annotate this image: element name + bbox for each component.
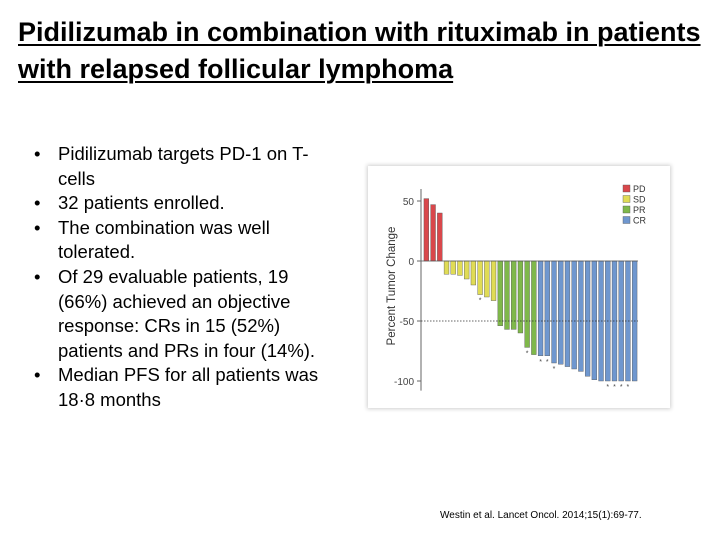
waterfall-bar xyxy=(591,260,597,381)
waterfall-bar xyxy=(531,260,537,355)
waterfall-bar xyxy=(484,260,490,298)
bullet-item: Pidilizumab targets PD-1 on T-cells xyxy=(30,142,330,191)
waterfall-bar xyxy=(443,260,450,275)
waterfall-bar xyxy=(584,260,591,377)
waterfall-bar xyxy=(457,260,463,276)
waterfall-bar xyxy=(537,260,544,357)
waterfall-bar xyxy=(437,212,443,262)
legend-swatch xyxy=(622,184,631,193)
waterfall-bar xyxy=(470,260,477,286)
legend-swatch xyxy=(622,195,631,203)
waterfall-bar xyxy=(524,260,530,348)
waterfall-bar xyxy=(517,260,524,334)
bar-annotation: * xyxy=(553,366,556,373)
waterfall-bar xyxy=(477,260,483,295)
waterfall-bar xyxy=(497,260,503,327)
waterfall-chart-figure: Percent Tumor Change 50 0 -50 -100 * * * * * * * * *… xyxy=(368,166,670,408)
waterfall-bar xyxy=(551,260,557,364)
legend-label: PD xyxy=(633,184,646,194)
waterfall-bar xyxy=(423,198,429,262)
waterfall-bar xyxy=(544,260,550,357)
legend-swatch xyxy=(622,205,631,214)
waterfall-bar xyxy=(490,260,497,301)
legend-label: SD xyxy=(633,195,646,205)
y-tick-label: 0 xyxy=(408,257,414,268)
waterfall-bar xyxy=(464,260,470,280)
waterfall-bar xyxy=(558,260,564,365)
bar-annotation: * xyxy=(606,384,609,391)
bar-annotation: * xyxy=(627,384,630,391)
waterfall-bar xyxy=(571,260,577,370)
legend-swatch xyxy=(622,216,631,224)
waterfall-bar xyxy=(578,260,584,372)
bar-annotation: * xyxy=(613,384,616,391)
bar-annotation: * xyxy=(620,384,623,391)
waterfall-chart: Percent Tumor Change 50 0 -50 -100 * * * * * * * * *… xyxy=(386,184,646,391)
legend-label: CR xyxy=(633,216,646,226)
bullet-item: 32 patients enrolled. xyxy=(30,191,330,216)
bar-annotation: * xyxy=(526,350,529,357)
bar-annotation: * xyxy=(539,359,542,366)
citation: Westin et al. Lancet Oncol. 2014;15(1):6… xyxy=(440,510,642,521)
legend-label: PR xyxy=(633,205,646,215)
bullet-item: The combination was well tolerated. xyxy=(30,216,330,265)
waterfall-bar xyxy=(564,260,571,367)
bullet-item: Median PFS for all patients was 18·8 mon… xyxy=(30,363,330,412)
bullet-list: Pidilizumab targets PD-1 on T-cells 32 p… xyxy=(30,142,330,413)
bullet-item: Of 29 evaluable patients, 19 (66%) achie… xyxy=(30,265,330,363)
bar-annotation: * xyxy=(479,298,482,305)
y-tick-label: 50 xyxy=(403,197,415,208)
y-tick-label: -50 xyxy=(400,317,415,328)
y-tick-label: -100 xyxy=(394,377,414,388)
waterfall-bar xyxy=(450,260,456,275)
waterfall-bar xyxy=(511,260,517,330)
waterfall-bar xyxy=(504,260,510,330)
y-axis-label: Percent Tumor Change xyxy=(386,227,398,346)
slide-title: Pidilizumab in combination with rituxima… xyxy=(18,17,701,84)
bar-annotation: * xyxy=(546,359,549,366)
waterfall-bar xyxy=(430,204,436,262)
